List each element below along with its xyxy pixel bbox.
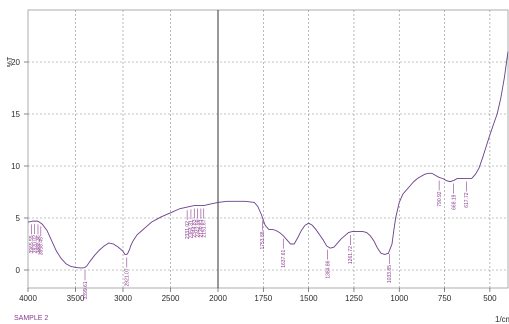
peak-label: 3965.55 bbox=[29, 235, 35, 253]
y-axis-label: %T bbox=[7, 56, 14, 67]
peak-label: 1753.88 bbox=[260, 231, 266, 249]
x-tick-label: 1750 bbox=[254, 294, 272, 303]
plot-frame bbox=[27, 9, 509, 289]
spectrum-line bbox=[27, 51, 509, 269]
peak-marker: 1261.72 bbox=[348, 235, 354, 264]
peak-marker: 3399.61 bbox=[83, 270, 89, 299]
peak-label: 3920.02 bbox=[32, 235, 38, 253]
peak-marker: 2364.31 bbox=[189, 209, 195, 238]
x-unit-label: 1/cm bbox=[495, 315, 509, 324]
peak-label: 1384.86 bbox=[325, 260, 331, 278]
peak-label: 2130.81 bbox=[199, 219, 205, 237]
peak-label: 1637.61 bbox=[281, 249, 287, 267]
peak-label: 2364.31 bbox=[189, 220, 195, 238]
peak-label: 3399.61 bbox=[83, 281, 89, 299]
sample-label: SAMPLE 2 bbox=[14, 315, 48, 322]
peak-label: 668.19 bbox=[451, 194, 457, 210]
peak-marker: 3920.02 bbox=[32, 224, 38, 253]
y-ticks: 0 5 10 15 20 bbox=[11, 58, 28, 275]
y-tick-label: 20 bbox=[11, 58, 20, 67]
x-tick-label: 1250 bbox=[345, 294, 363, 303]
peak-marker: 3965.55 bbox=[29, 224, 35, 254]
peak-label: 2344.83 bbox=[192, 219, 198, 237]
x-tick-label: 3000 bbox=[114, 294, 132, 303]
peak-marker: 617.72 bbox=[464, 181, 470, 208]
peak-marker: 1753.88 bbox=[260, 220, 266, 250]
peak-marker: 2921.07 bbox=[125, 257, 131, 286]
peak-marker: 3888.36 bbox=[36, 224, 42, 253]
peak-label: 3858.45 bbox=[39, 237, 45, 255]
x-tick-label: 4000 bbox=[19, 294, 37, 303]
peak-label: 2921.07 bbox=[125, 268, 131, 286]
peak-marker: 2344.83 bbox=[192, 208, 198, 238]
x-ticks: 4000 3500 3000 2500 2000 1750 1500 1250 1000 750 5… bbox=[19, 288, 497, 303]
x-tick-label: 2000 bbox=[209, 294, 227, 303]
peak-marker: 2151.67 bbox=[202, 208, 208, 238]
y-tick-label: 0 bbox=[16, 266, 21, 275]
x-tick-label: 3500 bbox=[67, 294, 85, 303]
peak-label: 2331.02 bbox=[185, 221, 191, 239]
peak-label: 1033.85 bbox=[387, 265, 393, 283]
peak-label: 617.72 bbox=[464, 192, 470, 208]
x-tick-label: 1500 bbox=[300, 294, 318, 303]
peak-marker: 1384.86 bbox=[325, 249, 331, 279]
peak-marker: 2342.98 bbox=[195, 208, 201, 238]
peak-marker: 790.92 bbox=[437, 180, 443, 207]
grid bbox=[28, 10, 508, 288]
peak-label: 2151.67 bbox=[202, 219, 208, 237]
y-tick-label: 15 bbox=[11, 110, 20, 119]
peak-label: 2342.98 bbox=[195, 219, 201, 237]
x-tick-label: 2500 bbox=[162, 294, 180, 303]
y-tick-label: 10 bbox=[11, 162, 20, 171]
peak-marker: 2130.81 bbox=[199, 208, 205, 238]
x-tick-label: 1000 bbox=[390, 294, 408, 303]
x-tick-label: 750 bbox=[438, 294, 452, 303]
peak-marker: 3858.45 bbox=[39, 226, 45, 255]
peak-label: 790.92 bbox=[437, 191, 443, 207]
y-tick-label: 5 bbox=[16, 214, 21, 223]
x-tick-label: 500 bbox=[483, 294, 497, 303]
peak-label: 1261.72 bbox=[348, 246, 354, 264]
peak-marker: 1637.61 bbox=[281, 238, 287, 268]
peak-marker: 668.19 bbox=[451, 183, 457, 210]
peak-marker: 1033.85 bbox=[387, 254, 393, 283]
peak-marker: 2331.02 bbox=[185, 210, 191, 239]
peak-label: 3888.36 bbox=[36, 235, 42, 253]
